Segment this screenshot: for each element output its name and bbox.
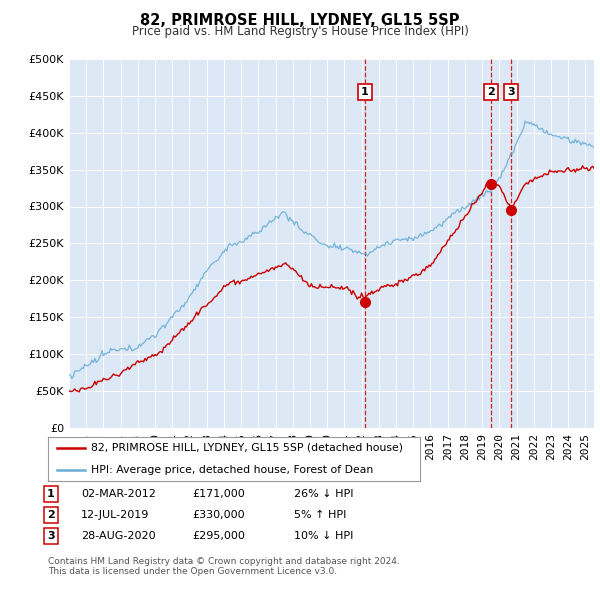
Text: Contains HM Land Registry data © Crown copyright and database right 2024.: Contains HM Land Registry data © Crown c… <box>48 558 400 566</box>
Text: 2: 2 <box>47 510 55 520</box>
Text: £295,000: £295,000 <box>192 532 245 541</box>
Text: 3: 3 <box>47 532 55 541</box>
Text: Price paid vs. HM Land Registry's House Price Index (HPI): Price paid vs. HM Land Registry's House … <box>131 25 469 38</box>
Text: £330,000: £330,000 <box>192 510 245 520</box>
Text: 3: 3 <box>507 87 515 97</box>
Text: This data is licensed under the Open Government Licence v3.0.: This data is licensed under the Open Gov… <box>48 567 337 576</box>
Text: HPI: Average price, detached house, Forest of Dean: HPI: Average price, detached house, Fore… <box>91 465 373 475</box>
Text: 12-JUL-2019: 12-JUL-2019 <box>81 510 149 520</box>
Text: 1: 1 <box>361 87 368 97</box>
Text: 10% ↓ HPI: 10% ↓ HPI <box>294 532 353 541</box>
Text: 02-MAR-2012: 02-MAR-2012 <box>81 489 156 499</box>
Text: 28-AUG-2020: 28-AUG-2020 <box>81 532 155 541</box>
Text: 2: 2 <box>487 87 495 97</box>
Text: 82, PRIMROSE HILL, LYDNEY, GL15 5SP: 82, PRIMROSE HILL, LYDNEY, GL15 5SP <box>140 13 460 28</box>
Text: 82, PRIMROSE HILL, LYDNEY, GL15 5SP (detached house): 82, PRIMROSE HILL, LYDNEY, GL15 5SP (det… <box>91 442 403 453</box>
Text: 26% ↓ HPI: 26% ↓ HPI <box>294 489 353 499</box>
Text: £171,000: £171,000 <box>192 489 245 499</box>
Text: 1: 1 <box>47 489 55 499</box>
Text: 5% ↑ HPI: 5% ↑ HPI <box>294 510 346 520</box>
